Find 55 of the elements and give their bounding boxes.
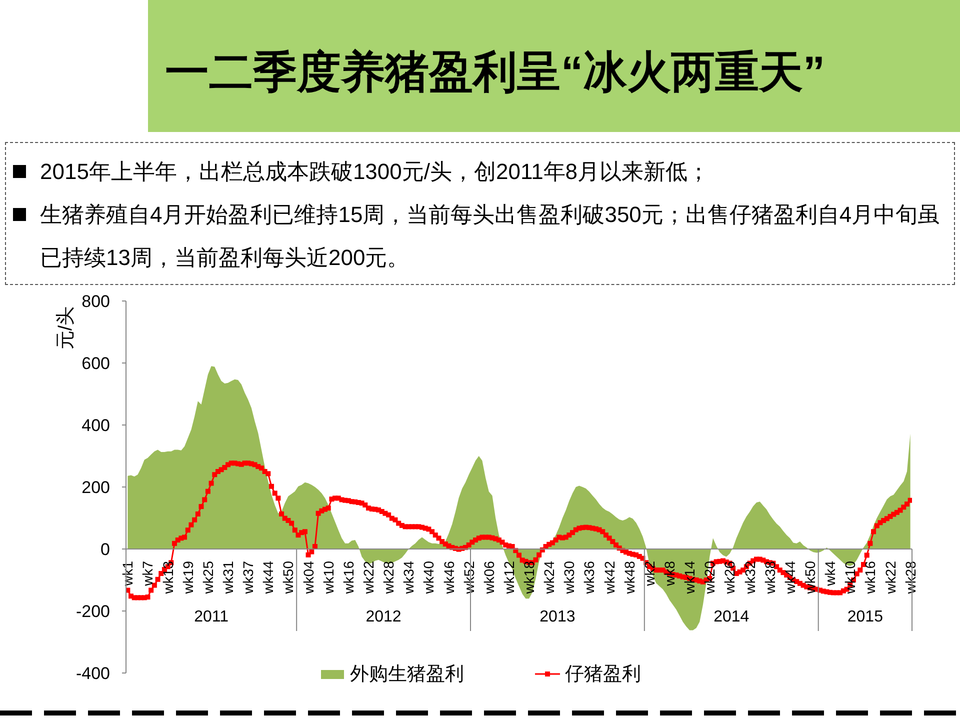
text: 生猪养殖自4月开始盈利已维持15周，当前每头出售盈利破350元；出售仔猪盈利自4月中旬虽已持续13周，当前盈利每头近200元。 [40, 202, 940, 270]
x-tick-label: wk14 [682, 560, 698, 595]
x-tick-label: wk32 [742, 560, 758, 595]
x-tick-label: wk13 [160, 560, 176, 595]
x-tick-label: wk22 [882, 560, 898, 595]
x-tick-label: wk7 [140, 560, 156, 587]
annotation: 2013 [540, 608, 576, 626]
y-tick-label: 200 [82, 478, 110, 498]
x-tick-label: wk44 [260, 560, 276, 595]
x-tick-label: wk4 [822, 560, 838, 587]
x-tick-label: wk10 [842, 560, 858, 595]
x-tick-label: wk26 [722, 560, 738, 595]
x-tick-label: wk8 [662, 560, 678, 587]
x-tick-label: wk18 [521, 560, 538, 595]
x-tick-label: wk19 [180, 560, 196, 595]
legend-label: 外购生猪盈利 [350, 663, 464, 687]
x-tick-label: wk37 [240, 560, 256, 595]
y-tick-label: 0 [100, 540, 110, 560]
chart-title: 一二季度养猪盈利呈“冰火两重天” [165, 48, 825, 97]
x-tick-label: wk25 [200, 560, 216, 595]
x-tick-label: wk12 [500, 560, 517, 595]
y-tick-label: -200 [76, 602, 110, 622]
annotation: 2011 [194, 608, 229, 626]
text: 2015年上半年，出栏总成本跌破1300元/头，创2011年8月以来新低； [40, 159, 710, 184]
x-tick-label: wk38 [762, 560, 778, 595]
x-tick-label: wk16 [340, 560, 356, 595]
x-tick-label: wk50 [802, 560, 818, 595]
x-tick-label: wk40 [420, 560, 437, 595]
y-tick-label: 400 [82, 416, 110, 436]
x-tick-label: wk28 [380, 560, 397, 595]
x-tick-label: wk20 [702, 560, 718, 595]
x-tick-label: wk42 [601, 560, 618, 595]
x-tick-label: wk31 [220, 560, 236, 595]
x-tick-label: wk04 [300, 560, 316, 595]
x-tick-label: wk10 [320, 560, 336, 595]
legend-label: 仔猪盈利 [565, 663, 641, 687]
x-tick-label: wk30 [561, 560, 578, 595]
x-tick-label: wk44 [782, 560, 798, 595]
y-tick-label: -400 [76, 664, 110, 684]
x-tick-label: wk24 [541, 560, 558, 595]
annotation: 2012 [366, 608, 402, 626]
x-tick-label: wk36 [581, 560, 598, 595]
x-tick-label: wk06 [480, 560, 497, 595]
x-tick-label: wk46 [440, 560, 457, 595]
x-tick-label: wk48 [621, 560, 638, 595]
annotation: 2015 [847, 608, 884, 626]
y-axis-title: 元/头 [56, 306, 76, 350]
x-tick-label: wk22 [360, 560, 376, 595]
x-tick-label: wk50 [280, 560, 296, 595]
x-tick-label: wk16 [862, 560, 878, 595]
y-tick-label: 800 [82, 292, 110, 312]
x-tick-label: wk2 [641, 560, 658, 587]
y-tick-label: 600 [82, 354, 110, 374]
annotation: 2014 [714, 608, 750, 626]
x-tick-label: wk34 [400, 560, 417, 595]
